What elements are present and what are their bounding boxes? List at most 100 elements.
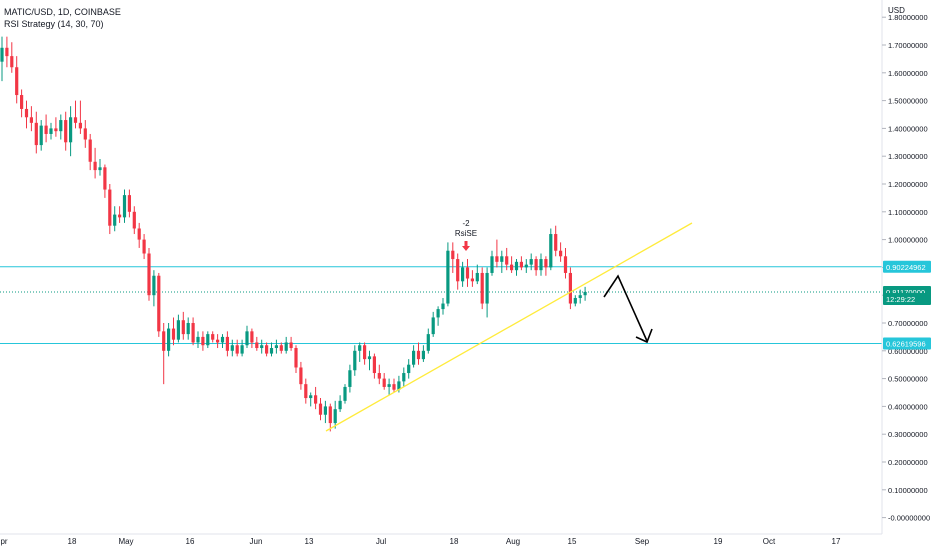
candle-body bbox=[34, 122, 38, 146]
candle-body bbox=[495, 256, 499, 262]
candle-body bbox=[441, 303, 445, 310]
candle bbox=[578, 289, 582, 304]
time-tick-label: Jul bbox=[376, 537, 386, 546]
signal-count: -2 bbox=[462, 219, 470, 228]
candle bbox=[534, 256, 538, 276]
candle bbox=[64, 111, 68, 151]
candle bbox=[412, 345, 416, 368]
candle-body bbox=[519, 261, 523, 268]
candle bbox=[10, 42, 14, 73]
time-tick-label: 18 bbox=[68, 537, 77, 546]
candle bbox=[108, 184, 112, 235]
candle bbox=[284, 336, 288, 354]
candle bbox=[201, 331, 205, 351]
price-tick-label: 0.60000000 bbox=[888, 347, 928, 356]
candle-body bbox=[0, 47, 4, 62]
candle bbox=[88, 133, 92, 171]
candle bbox=[132, 206, 136, 235]
candle bbox=[176, 314, 180, 343]
candle-body bbox=[39, 125, 43, 146]
candle-body bbox=[211, 334, 215, 340]
candle bbox=[83, 120, 87, 148]
candle bbox=[137, 222, 141, 248]
candle bbox=[392, 378, 396, 393]
level-price-label: 0.62619596 bbox=[883, 337, 931, 350]
candle bbox=[549, 228, 553, 271]
candle-body bbox=[279, 345, 283, 351]
candle bbox=[465, 259, 470, 287]
price-tick-label: 0.50000000 bbox=[888, 375, 928, 384]
candle-body bbox=[372, 356, 376, 374]
candle-body bbox=[29, 117, 33, 123]
candle-body bbox=[294, 348, 298, 368]
candle bbox=[318, 398, 323, 421]
candle bbox=[225, 331, 229, 357]
candle-body bbox=[245, 331, 249, 346]
time-tick-label: Oct bbox=[763, 537, 776, 546]
strategy-title[interactable]: RSI Strategy (14, 30, 70) bbox=[4, 19, 104, 29]
time-tick-label: May bbox=[118, 537, 133, 546]
price-tick-label: 1.40000000 bbox=[888, 124, 928, 133]
candle-body bbox=[436, 309, 440, 318]
candle-body bbox=[260, 345, 264, 349]
candle-body bbox=[426, 334, 430, 351]
candle bbox=[421, 345, 425, 362]
time-tick-label: 19 bbox=[714, 537, 723, 546]
candle-body bbox=[480, 272, 484, 304]
candle-body bbox=[485, 272, 489, 304]
candle bbox=[29, 106, 33, 132]
candle bbox=[20, 89, 24, 118]
candle-body bbox=[54, 128, 58, 132]
candle-body bbox=[549, 234, 553, 268]
candle bbox=[59, 114, 63, 140]
time-tick-label: pr bbox=[0, 537, 7, 546]
candle-body bbox=[358, 345, 362, 351]
trend-line[interactable] bbox=[325, 222, 693, 432]
candle-body bbox=[578, 295, 582, 298]
candle-body bbox=[10, 56, 14, 68]
candle-body bbox=[583, 291, 587, 296]
candle-body bbox=[475, 272, 479, 282]
price-tick-label: 1.20000000 bbox=[888, 180, 928, 189]
candle-body bbox=[412, 350, 416, 365]
candle-body bbox=[559, 250, 563, 257]
candle-body bbox=[108, 189, 112, 226]
candle bbox=[519, 256, 523, 271]
candle bbox=[524, 259, 528, 273]
candle-body bbox=[127, 195, 131, 212]
candle bbox=[245, 325, 249, 349]
candle-body bbox=[171, 328, 176, 340]
time-tick-label: 16 bbox=[186, 537, 195, 546]
candle bbox=[39, 120, 43, 151]
symbol-title[interactable]: MATIC/USD, 1D, COINBASE bbox=[4, 7, 121, 17]
candle-body bbox=[98, 167, 102, 171]
candle-body bbox=[465, 267, 470, 279]
price-label-text: 0.62619596 bbox=[886, 340, 926, 349]
candle bbox=[377, 364, 381, 385]
candle bbox=[255, 336, 259, 351]
time-tick-label: Aug bbox=[506, 537, 520, 546]
candle-body bbox=[162, 331, 166, 351]
candle bbox=[358, 342, 362, 362]
candle-body bbox=[49, 128, 53, 134]
candle bbox=[235, 339, 239, 357]
candle-body bbox=[142, 239, 146, 254]
candle-body bbox=[299, 367, 303, 385]
candle-body bbox=[103, 167, 107, 190]
candle bbox=[216, 334, 220, 349]
candle-body bbox=[470, 278, 474, 282]
time-axis[interactable]: pr 18 May 16 Jun 13 Jul 18 Aug 15 Sep 19 Oct 17 bbox=[0, 533, 882, 546]
candle bbox=[122, 189, 127, 223]
currency-label: USD bbox=[888, 6, 905, 15]
level-price-label: 0.90224962 bbox=[883, 260, 931, 273]
price-tick-label: 1.80000000 bbox=[888, 13, 928, 22]
candle-body bbox=[446, 250, 450, 304]
price-tick-label: 1.60000000 bbox=[888, 69, 928, 78]
candle bbox=[304, 378, 308, 404]
projection-arrow-line[interactable] bbox=[603, 274, 648, 342]
candle-body bbox=[367, 356, 372, 360]
candle-body bbox=[167, 328, 171, 351]
